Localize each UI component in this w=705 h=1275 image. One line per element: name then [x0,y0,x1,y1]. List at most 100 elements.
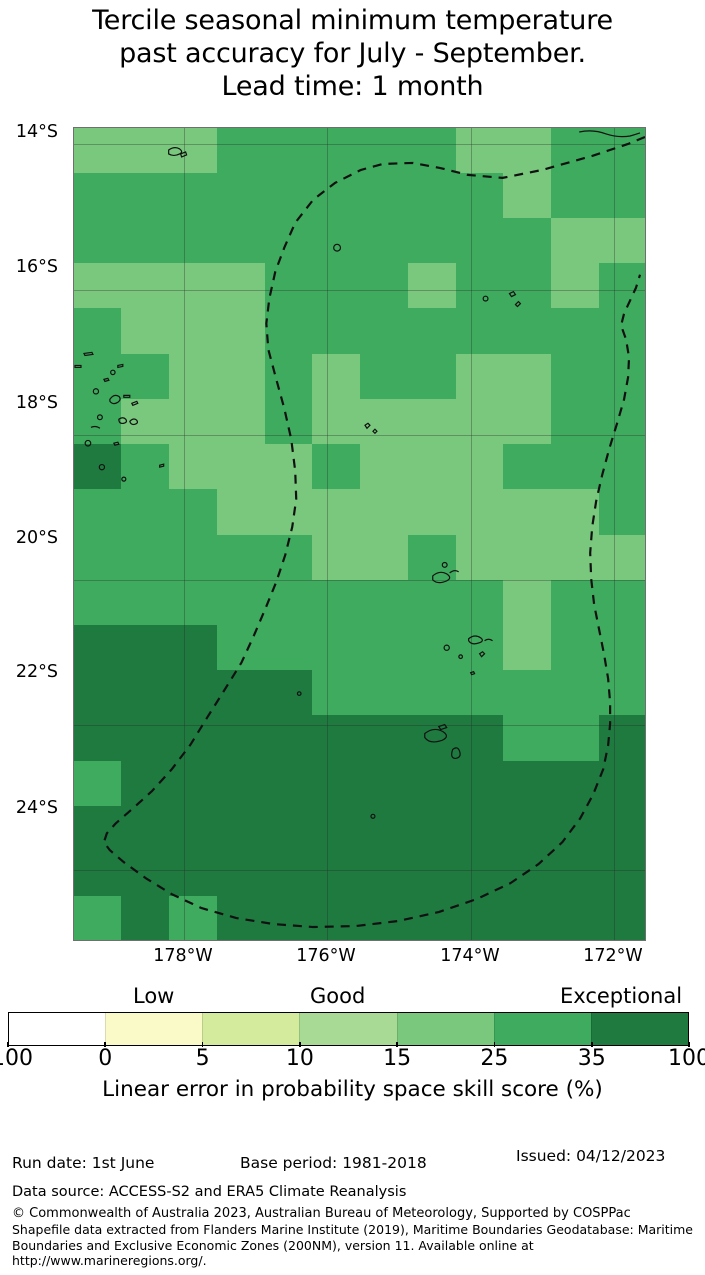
heatmap-cell [360,715,409,762]
heatmap-cell [455,670,505,717]
map-vector-overlay [74,130,645,929]
colorbar-tick-mark [104,1042,107,1047]
eez-boundary-dashed-line [102,135,645,929]
title-line-3: Lead time: 1 month [221,71,484,102]
heatmap-cell [312,896,361,940]
heatmap-cell [264,263,314,310]
heatmap-cell [121,805,170,853]
heatmap-cell [74,579,123,626]
x-tick-178W: 178°W [153,946,213,966]
graticule-grid [74,128,645,940]
heatmap-cell [407,579,457,626]
heatmap-cell [121,896,170,940]
heatmap-cell [598,534,645,581]
colorbar-tick-mark [396,1042,398,1047]
heatmap-cell [455,624,505,672]
heatmap-cell [74,534,123,581]
heatmap-cell [169,172,218,219]
heatmap-cell [216,715,266,762]
heatmap-cell [74,308,123,355]
heatmap-cell [312,534,361,581]
colorbar-tick-label: 15 [383,1046,412,1071]
colorbar-tick-mark [7,1042,9,1047]
colorbar-tick-mark [493,1042,496,1047]
heatmap-cell [407,534,457,581]
heatmap-cell [551,263,600,310]
heatmap-cell [503,624,552,672]
heatmap-cell [264,217,314,265]
heatmap-cell [121,308,170,355]
heatmap-cell [360,670,409,717]
heatmap-cell [264,579,314,626]
heatmap-cell [216,353,266,400]
heatmap-cell [503,851,552,898]
heatmap-cell [312,851,361,898]
colorbar-label-good: Good [310,984,366,1008]
colorbar-segment [202,1013,300,1045]
heatmap-cell [216,534,266,581]
heatmap-cell [503,353,552,400]
heatmap-cell [503,760,552,807]
heatmap-cell [503,670,552,717]
heatmap-cell [169,353,218,400]
heatmap-cell [455,398,505,446]
heatmap-cell [360,489,409,536]
heatmap-cell [598,851,645,898]
heatmap-cell [312,308,361,355]
heatmap-cell [551,308,600,355]
heatmap-cell [312,172,361,219]
heatmap-cell [503,172,552,219]
heatmap-cell [407,760,457,807]
heatmap-cell [503,534,552,581]
heatmap-cell [264,760,314,807]
y-tick-24S: 24°S [15,798,58,818]
heatmap-cell [407,851,457,898]
heatmap-cell [598,579,645,626]
heatmap-cell [121,128,170,174]
map-plot-area [73,127,646,941]
heatmap-cell [551,624,600,672]
heatmap-cell [598,128,645,174]
heatmap-cell [74,489,123,536]
heatmap-cell [407,217,457,265]
heatmap-cell [216,263,266,310]
heatmap-cell [312,398,361,446]
heatmap-cell [598,896,645,940]
heatmap-cell [598,444,645,491]
x-tick-176W: 176°W [296,946,356,966]
heatmap-cell [121,624,170,672]
heatmap-cell [169,805,218,853]
heatmap-cell [455,760,505,807]
heatmap-cell [551,851,600,898]
heatmap-cell [121,534,170,581]
x-tick-172W: 172°W [583,946,643,966]
heatmap-cell [312,444,361,491]
colorbar-label-low: Low [133,984,175,1008]
heatmap-cell [312,579,361,626]
run-date: Run date: 1st June [12,1154,155,1172]
heatmap-cell [121,263,170,310]
heatmap-cell [74,217,123,265]
heatmap-cell [216,896,266,940]
heatmap-cell [503,805,552,853]
heatmap-cell [264,308,314,355]
heatmap-cell [169,579,218,626]
heatmap-cell [169,444,218,491]
heatmap-cell [169,489,218,536]
heatmap-cell [407,896,457,940]
heatmap-cell [407,715,457,762]
colorbar-tick-label: 25 [480,1046,509,1071]
colorbar-tick-label: -100 [0,1046,33,1071]
heatmap-cell [216,670,266,717]
heatmap-cell [264,489,314,536]
heatmap-cell [74,670,123,717]
heatmap-cell [360,308,409,355]
heatmap-cell [121,851,170,898]
heatmap-cell [360,896,409,940]
colorbar-segment [590,1013,688,1045]
colorbar-segment [9,1013,106,1045]
heatmap-cell [407,172,457,219]
heatmap-cell [551,128,600,174]
heatmap-cell [455,896,505,940]
colorbar-ticks: -100 0 5 10 15 25 35 100 [0,1042,705,1074]
